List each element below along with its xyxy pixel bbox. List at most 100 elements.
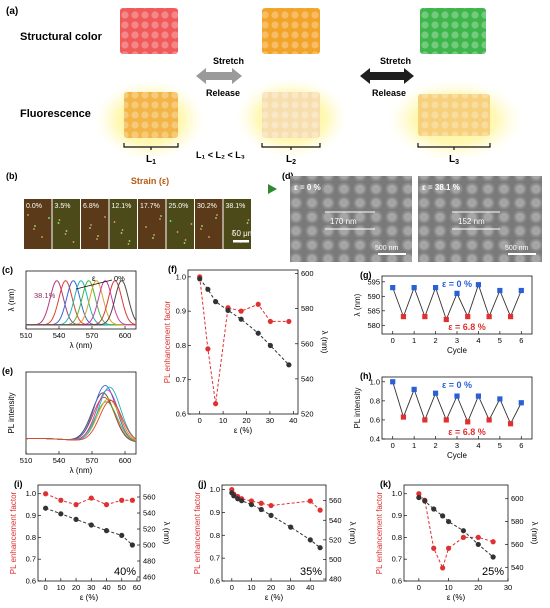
enhancement-point (317, 507, 323, 513)
relaxed-point (390, 379, 396, 385)
stretched-point (400, 414, 407, 420)
enhancement-point (475, 534, 481, 540)
annotation-end: 0% (114, 274, 125, 283)
plot-frame (187, 269, 299, 415)
enhancement-point (103, 502, 110, 508)
relaxed-point (454, 393, 460, 399)
wavelength-point (255, 330, 261, 336)
fluorescence-block-2 (262, 92, 320, 138)
x-tick-label: 60 (133, 583, 141, 592)
panel-tag: (c) (2, 265, 13, 275)
y-tick-label: 585 (367, 306, 380, 315)
x-tick-label: 3 (455, 441, 459, 450)
enhancement-point (238, 308, 244, 314)
x-tick-label: 510 (20, 331, 33, 340)
y-axis-label: PL intensity (7, 392, 16, 433)
y-tick-label: 0.7 (176, 375, 186, 384)
y-axis-label: λ (nm) (353, 293, 362, 316)
y2-tick-label: 500 (143, 541, 156, 550)
x-tick-label: 600 (119, 331, 132, 340)
y2-tick-label: 520 (329, 535, 342, 544)
relaxed-point (411, 285, 417, 291)
y-tick-label: 0.6 (176, 410, 186, 419)
stretched-point (486, 314, 492, 320)
strain-speck (48, 217, 50, 219)
wavelength-point (205, 286, 211, 292)
wavelength-point (268, 512, 274, 518)
strain-speck (90, 224, 92, 226)
label-stretched: ε = 6.8 % (448, 427, 486, 437)
strain-speck (200, 228, 202, 230)
plot-frame (221, 484, 327, 582)
strain-speck (208, 236, 210, 238)
panel-a: (a) Structural color Fluorescence (6, 6, 523, 166)
relaxed-point (497, 287, 503, 294)
y-tick-label: 1.0 (26, 489, 36, 498)
chart-h: 0 1 2 3 4 5 6 0.4 0.6 0.8 1.0 Cycle PL intensity (h) ε… (353, 371, 533, 460)
strain-frame (52, 199, 80, 249)
strain-label: 38.1% (226, 203, 246, 210)
length-l3: L3 (449, 154, 459, 166)
y-tick-label: 0.6 (26, 577, 36, 586)
y-tick-label: 595 (367, 277, 380, 286)
y2-tick-label: 560 (301, 339, 314, 348)
wavelength-point (445, 518, 452, 525)
y2-tick-label: 540 (143, 509, 156, 518)
y-tick-label: 0.8 (370, 396, 380, 405)
x-tick-label: 30 (287, 583, 295, 592)
enhancement-line (231, 489, 321, 511)
chart-i: 0 10 20 30 40 50 60 0.6 0.7 0.8 0.9 1.0 ε (%) PL enha… (9, 479, 171, 602)
enhancement-point (416, 491, 422, 497)
y-tick-label: 0.6 (370, 415, 380, 424)
chart-c: 510 540 570 600 λ (nm) λ (nm) (c) 38.1% ε 0% (2, 265, 137, 350)
wavelength-point (431, 506, 437, 512)
x-tick-label: 4 (476, 441, 480, 450)
y2-tick-label: 580 (301, 304, 314, 313)
wavelength-point (43, 505, 49, 511)
strain-speck (160, 215, 162, 217)
chart-k: 0 10 20 30 0.6 0.7 0.8 0.9 1.0 ε (%) PL enhancemen… (375, 479, 539, 602)
strain-label: 17.7% (140, 203, 160, 210)
stretched-point (486, 417, 492, 423)
relaxed-point (432, 285, 439, 291)
enhancement-point (268, 502, 274, 509)
wavelength-point (73, 516, 79, 523)
y-axis-label: PL intensity (353, 387, 362, 428)
stretched-point (443, 316, 449, 323)
y2-tick-label: 480 (329, 575, 342, 584)
enhancement-point (445, 545, 452, 551)
brace-l1 (123, 143, 179, 150)
stretch-release-arrow-1: Stretch Release (196, 56, 244, 98)
y2-tick-label: 600 (511, 494, 524, 503)
strain-frame (138, 199, 166, 249)
x-tick-label: 570 (86, 456, 99, 465)
y-tick-label: 0.9 (392, 511, 402, 520)
wavelength-point (248, 501, 255, 508)
release-label-1: Release (206, 88, 240, 98)
enhancement-point (460, 534, 467, 540)
fluorescence-block-3 (418, 94, 490, 136)
y2-tick-label: 560 (143, 493, 156, 502)
corner-label: 25% (482, 566, 504, 578)
x-tick-label: 30 (504, 583, 512, 592)
length-relation: L₁ < L₂ < L₃ (196, 150, 245, 160)
wavelength-point (490, 554, 496, 560)
panel-tag: (i) (14, 479, 23, 489)
strain-speck (184, 239, 187, 241)
strain-image-strip: 0.0% 3.5% 6.8% 12.1% 17.7% 25.0% 30.2% 38.1% (24, 199, 251, 249)
wavelength-point (286, 362, 292, 368)
release-label-2: Release (372, 88, 406, 98)
y2-axis-label: λ (nm) (348, 522, 357, 545)
chart-f: 0 10 20 30 40 0.6 0.7 0.8 0.9 1.0 ε (%) PL enhancem… (163, 264, 329, 435)
structural-color-label: Structural color (20, 31, 103, 43)
wavelength-point (129, 542, 135, 548)
relaxed-point (432, 390, 439, 396)
y2-axis-label: λ (nm) (162, 522, 171, 545)
enhancement-point (58, 497, 64, 503)
y-tick-label: 0.8 (176, 341, 186, 350)
y-tick-label: 1.0 (392, 489, 402, 498)
enhancement-point (490, 539, 496, 545)
plot-frame (403, 484, 509, 582)
x-tick-label: 4 (476, 336, 480, 345)
x-tick-label: 510 (20, 456, 33, 465)
